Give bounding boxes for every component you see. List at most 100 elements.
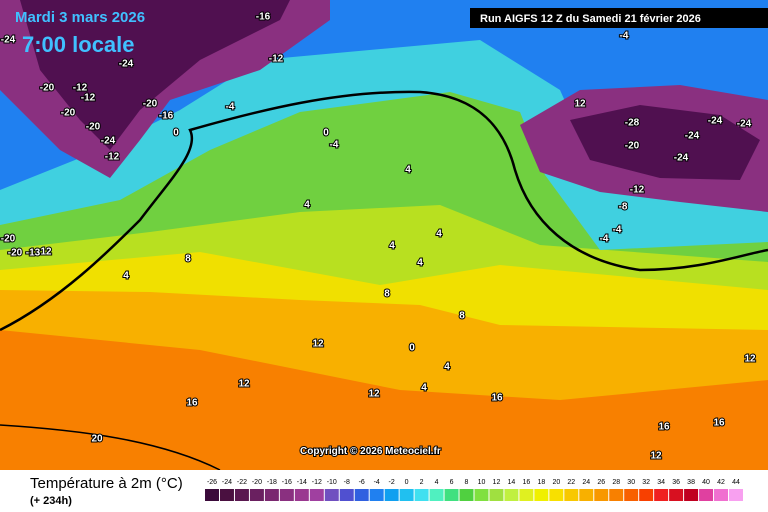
scale-swatch <box>594 489 609 501</box>
scale-swatch <box>474 489 489 501</box>
contour-label: -20 <box>86 122 101 133</box>
scale-swatch <box>384 489 399 501</box>
scale-swatch <box>519 489 534 501</box>
contour-label: 8 <box>384 289 390 300</box>
contour-label: 4 <box>389 241 395 252</box>
scale-label: 30 <box>627 479 635 486</box>
contour-label: -13 <box>26 248 41 259</box>
scale-label: -18 <box>267 479 277 486</box>
scale-label: -10 <box>327 479 337 486</box>
scale-label: 34 <box>657 479 665 486</box>
contour-label: 4 <box>304 200 310 211</box>
contour-label: 20 <box>91 434 103 445</box>
contour-label: -24 <box>101 136 116 147</box>
scale-label: -16 <box>282 479 292 486</box>
contour-label: 12 <box>312 339 324 350</box>
scale-label: 22 <box>567 479 575 486</box>
scale-swatch <box>729 489 743 501</box>
scale-label: 28 <box>612 479 620 486</box>
scale-label: 44 <box>732 479 740 486</box>
contour-label: -20 <box>61 108 76 119</box>
field-east-core <box>570 105 760 180</box>
scale-swatch <box>444 489 459 501</box>
contour-label: 8 <box>459 311 465 322</box>
scale-swatch <box>205 489 219 501</box>
run-box <box>470 8 768 28</box>
contour-label: -4 <box>613 225 622 236</box>
scale-swatch <box>579 489 594 501</box>
contour-label: 12 <box>650 451 662 462</box>
scale-swatch <box>219 489 234 501</box>
contour-label: 12 <box>368 389 380 400</box>
lead-time: (+ 234h) <box>30 495 72 507</box>
contour-label: -16 <box>159 111 174 122</box>
scale-swatch <box>399 489 414 501</box>
contour-label: 16 <box>491 393 503 404</box>
contour-label: 4 <box>405 165 411 176</box>
map-time: 7:00 locale <box>22 32 135 57</box>
scale-label: 42 <box>717 479 725 486</box>
scale-label: 24 <box>582 479 590 486</box>
scale-label: 8 <box>465 479 469 486</box>
scale-swatch <box>639 489 654 501</box>
scale-label: 20 <box>552 479 560 486</box>
scale-label: 4 <box>435 479 439 486</box>
contour-label: -20 <box>40 83 55 94</box>
contour-label: -20 <box>143 99 158 110</box>
contour-label: 12 <box>238 379 250 390</box>
scale-swatch <box>249 489 264 501</box>
scale-label: 32 <box>642 479 650 486</box>
contour-label: -12 <box>269 54 284 65</box>
copyright: Copyright © 2026 Meteociel.fr <box>300 446 441 457</box>
scale-swatch <box>609 489 624 501</box>
scale-label: -24 <box>222 479 232 486</box>
temperature-field <box>0 0 768 471</box>
contour-label: 12 <box>574 99 586 110</box>
scale-label: -2 <box>389 479 395 486</box>
scale-swatch <box>279 489 294 501</box>
contour-labels: -24-16-24 -12-20 -12-12-20 -4-20 -16-20-24-1… <box>0 11 757 463</box>
contour-label: 0 <box>409 343 415 354</box>
contour-label: -12 <box>630 185 645 196</box>
scale-swatch <box>324 489 339 501</box>
scale-swatch <box>549 489 564 501</box>
contour-label: -24 <box>737 119 752 130</box>
scale-label: 26 <box>597 479 605 486</box>
scale-swatch <box>354 489 369 501</box>
contour-label: -12 <box>105 152 120 163</box>
scale-swatch <box>699 489 714 501</box>
contour-label: 16 <box>658 422 670 433</box>
scale-label: 16 <box>523 479 531 486</box>
contour-label: 12 <box>744 354 756 365</box>
field-greenland-core <box>20 0 290 150</box>
contour-label: -24 <box>685 131 700 142</box>
scale-label: -20 <box>252 479 262 486</box>
scale-label: -8 <box>344 479 350 486</box>
scale-label: -22 <box>237 479 247 486</box>
scale-label: 6 <box>450 479 454 486</box>
contour-label: 4 <box>436 229 442 240</box>
scale-swatch <box>339 489 354 501</box>
contour-label: 0 <box>173 128 179 139</box>
contour-label: -4 <box>330 140 339 151</box>
contour-label: -20 <box>1 234 16 245</box>
scale-swatch <box>504 489 519 501</box>
scale-swatch <box>624 489 639 501</box>
contour-label: -12 <box>73 83 88 94</box>
contour-label: -24 <box>674 153 689 164</box>
scale-swatch <box>534 489 549 501</box>
zero-isotherm <box>0 90 768 332</box>
legend-title: Température à 2m (°C) <box>30 475 183 492</box>
contour-label: 4 <box>421 383 427 394</box>
scale-swatch <box>264 489 279 501</box>
scale-swatch <box>669 489 684 501</box>
contour-label: 0 <box>323 128 329 139</box>
scale-swatch <box>414 489 429 501</box>
contour-label: -28 <box>625 118 640 129</box>
scale-swatch <box>294 489 309 501</box>
scale-swatch <box>459 489 474 501</box>
contour-label: 4 <box>444 362 450 373</box>
scale-label: 14 <box>508 479 516 486</box>
scale-label: 10 <box>478 479 486 486</box>
